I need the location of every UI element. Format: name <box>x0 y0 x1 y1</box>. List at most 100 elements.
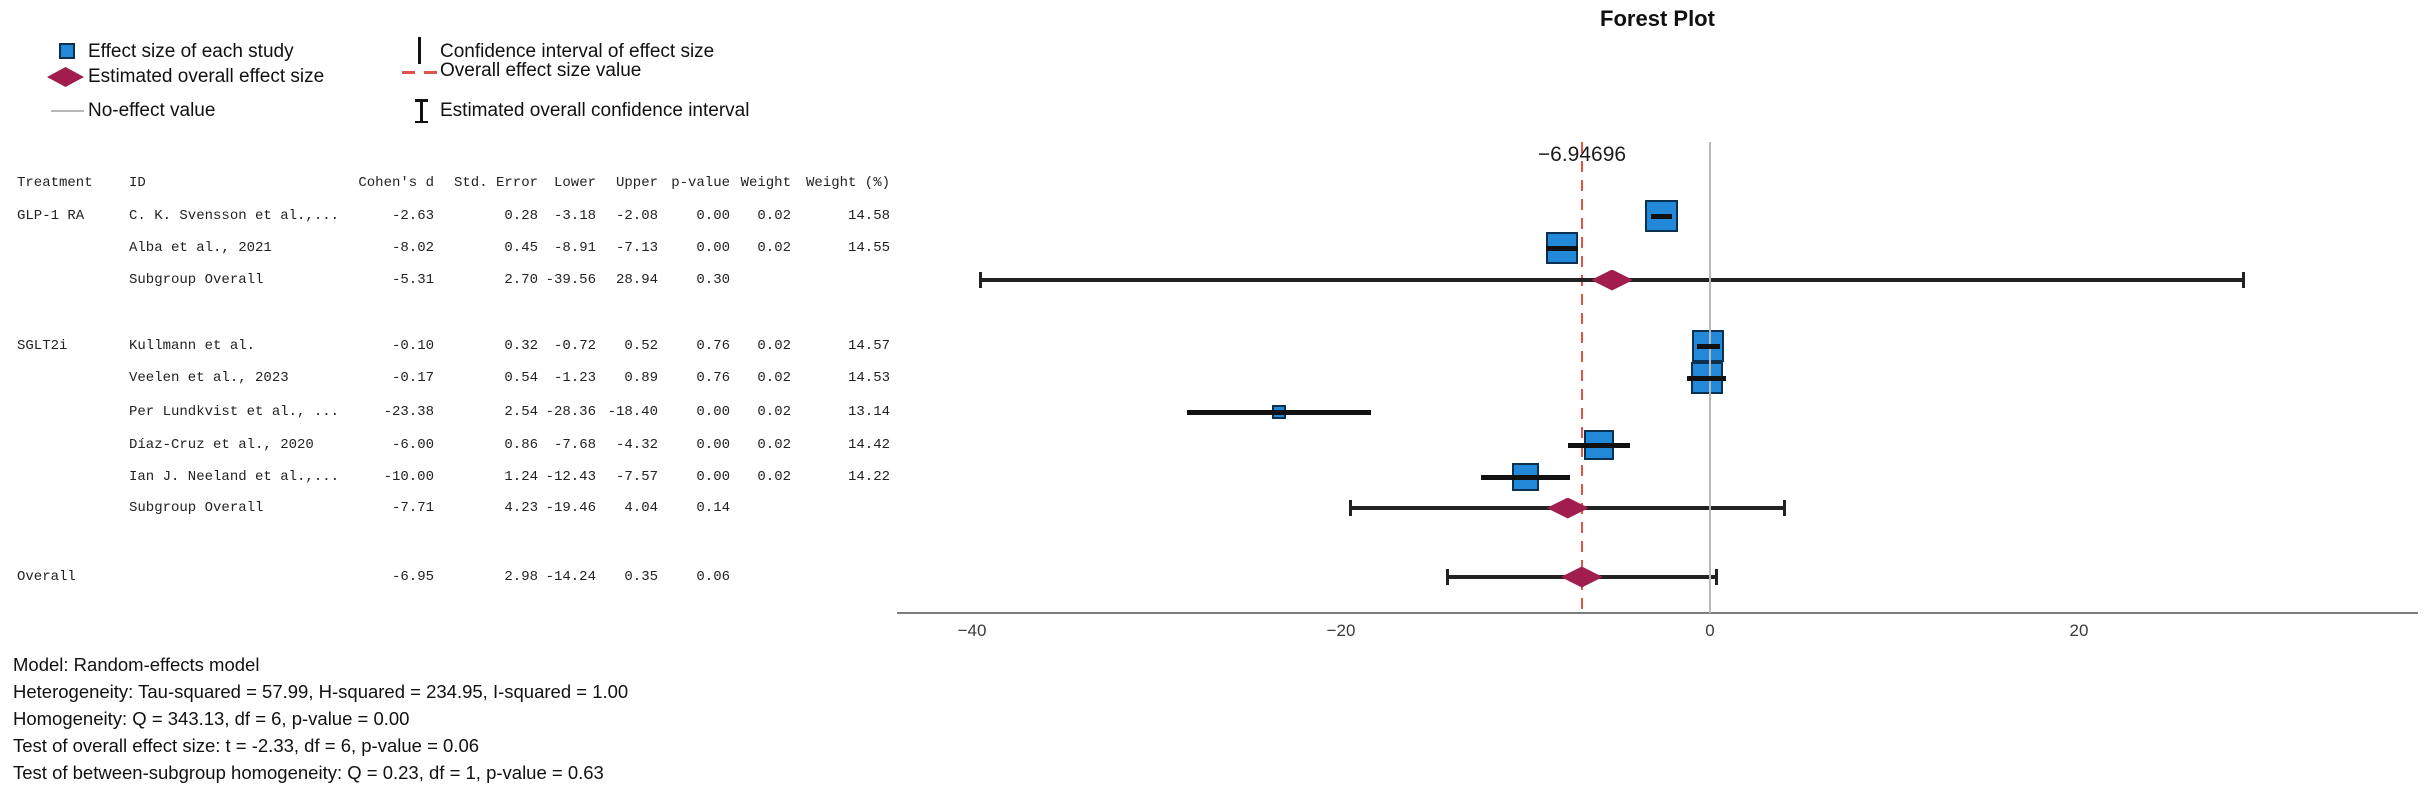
study-square-icon <box>59 43 75 59</box>
table-cell-value: -4.32 <box>615 437 658 453</box>
table-cell-value: -0.10 <box>391 338 434 354</box>
x-tick-label: −20 <box>1326 621 1356 640</box>
table-cell-value: -7.68 <box>553 437 596 453</box>
table-cell-id: Subgroup Overall <box>129 272 264 288</box>
table-cell-value: 0.89 <box>624 370 658 386</box>
table-cell-value: 4.23 <box>504 500 538 516</box>
overall-effect-value-label: −6.94696 <box>1537 143 1627 166</box>
x-tick-label: 20 <box>2069 621 2089 640</box>
table-cell-id: Díaz-Cruz et al., 2020 <box>129 437 314 453</box>
table-cell-treatment: GLP-1 RA <box>17 208 85 224</box>
table-cell-value: -28.36 <box>545 404 596 420</box>
table-cell-value: -7.71 <box>391 500 434 516</box>
legend-item-label: Effect size of each study <box>88 41 294 62</box>
table-cell-value: -2.63 <box>391 208 434 224</box>
legend-item-label: Overall effect size value <box>440 60 642 81</box>
overall-ci-cap-right <box>2242 272 2246 288</box>
model-notes-line: Heterogeneity: Tau-squared = 57.99, H-sq… <box>13 681 629 702</box>
model-notes-line: Test of between-subgroup homogeneity: Q … <box>13 762 604 783</box>
table-cell-value: -6.00 <box>391 437 434 453</box>
table-cell-value: -14.24 <box>545 569 596 585</box>
table-cell-value: 28.94 <box>615 272 658 288</box>
plot-title: Forest Plot <box>1600 6 1715 31</box>
overall-effect-dashed-line <box>1580 142 1584 613</box>
study-marker-square <box>1645 199 1678 233</box>
table-cell-value: -39.56 <box>545 272 596 288</box>
table-cell-value: 1.24 <box>504 469 538 485</box>
x-tick-label: 0 <box>1705 621 1715 640</box>
column-header-upper: Upper <box>615 175 658 191</box>
table-cell-value: -8.91 <box>553 240 596 256</box>
legend-item-label: Estimated overall effect size <box>88 66 325 87</box>
study-ci-line <box>1651 213 1672 219</box>
table-cell-value: 0.02 <box>757 240 791 256</box>
table-cell-value: 0.06 <box>696 569 730 585</box>
table-cell-value: 0.02 <box>757 338 791 354</box>
legend-item-label: Confidence interval of effect size <box>440 41 715 62</box>
table-cell-value: 14.22 <box>847 469 890 485</box>
legend-item-label: No-effect value <box>88 100 216 121</box>
table-cell-value: -23.38 <box>383 404 434 420</box>
study-ci-line <box>1480 474 1571 480</box>
overall-ci-cap-right <box>1783 500 1787 516</box>
overall-ci-cap-left <box>1445 569 1449 585</box>
model-notes-line: Model: Random-effects model <box>13 654 260 675</box>
table-cell-id: C. K. Svensson et al.,... <box>129 208 340 224</box>
table-cell-value: 2.54 <box>504 404 538 420</box>
table-cell-value: 0.76 <box>696 338 730 354</box>
table-cell-value: 0.32 <box>504 338 538 354</box>
column-header-std-error: Std. Error <box>453 175 538 191</box>
table-cell-value: -7.13 <box>615 240 658 256</box>
ci-line-icon <box>418 37 421 64</box>
overall-ci-cap-left <box>978 272 982 288</box>
column-header-weight: Weight <box>740 175 791 191</box>
table-cell-value: -2.08 <box>615 208 658 224</box>
table-cell-value: 0.30 <box>696 272 730 288</box>
overall-value-line-icon <box>402 71 438 74</box>
table-cell-value: -0.72 <box>553 338 596 354</box>
overall-ci-ibeam-icon <box>415 99 428 123</box>
model-notes-line: Homogeneity: Q = 343.13, df = 6, p-value… <box>13 708 410 729</box>
table-cell-value: 4.04 <box>624 500 658 516</box>
table-cell-id: Ian J. Neeland et al.,... <box>129 469 340 485</box>
table-cell-value: -19.46 <box>545 500 596 516</box>
table-cell-value: 0.02 <box>757 370 791 386</box>
table-cell-value: 2.98 <box>504 569 538 585</box>
x-tick-label: −40 <box>957 621 987 640</box>
table-cell-id: Veelen et al., 2023 <box>129 370 289 386</box>
table-cell-value: 0.00 <box>696 469 730 485</box>
study-ci-line <box>1545 245 1579 251</box>
model-notes: Model: Random-effects model Heterogeneity… <box>13 651 628 786</box>
table-cell-value: 0.02 <box>757 404 791 420</box>
table-cell-id: Subgroup Overall <box>129 500 264 516</box>
table-cell-value: 13.14 <box>847 404 890 420</box>
overall-ci-cap-left <box>1349 500 1353 516</box>
study-ci-line <box>1186 409 1371 415</box>
no-effect-line-icon <box>51 110 84 112</box>
x-axis-line <box>897 612 2418 614</box>
study-ci-line <box>1568 442 1631 448</box>
subgroup-diamond-marker <box>1591 269 1634 291</box>
table-cell-value: 0.28 <box>504 208 538 224</box>
table-cell-treatment: SGLT2i <box>17 338 68 354</box>
table-cell-id: Kullmann et al. <box>129 338 256 354</box>
table-cell-value: 0.00 <box>696 240 730 256</box>
table-cell-value: 0.86 <box>504 437 538 453</box>
column-header-id: ID <box>129 175 146 191</box>
table-cell-value: -12.43 <box>545 469 596 485</box>
table-cell-value: 0.45 <box>504 240 538 256</box>
study-ci-line <box>1696 343 1720 349</box>
table-cell-id: Alba et al., 2021 <box>129 240 272 256</box>
table-cell-value: -7.57 <box>615 469 658 485</box>
table-cell-value: 0.02 <box>757 208 791 224</box>
table-cell-value: 0.02 <box>757 437 791 453</box>
overall-ci-cap-right <box>1714 569 1718 585</box>
column-header-p-value: p-value <box>671 175 730 191</box>
table-cell-value: 0.35 <box>624 569 658 585</box>
table-cell-value: 0.02 <box>757 469 791 485</box>
table-cell-value: 14.53 <box>847 370 890 386</box>
column-header-cohen-s-d: Cohen's d <box>358 175 434 191</box>
subgroup-diamond-marker <box>1546 497 1589 519</box>
table-cell-value: -0.17 <box>391 370 434 386</box>
